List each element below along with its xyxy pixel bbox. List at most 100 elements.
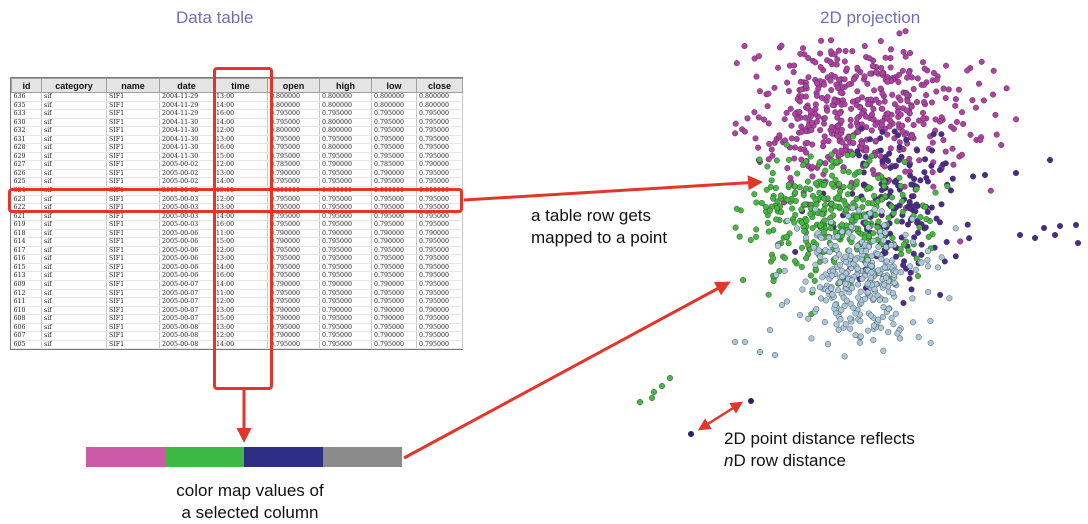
projection-point <box>789 205 796 212</box>
table-row[interactable]: 626 sif SIF1 2005-00-02 13:00 0.790000 0.79500… <box>11 169 463 179</box>
projection-point <box>839 228 846 235</box>
projection-point <box>879 196 886 203</box>
table-cell: 0.790000 <box>319 160 372 170</box>
projection-point <box>894 330 901 337</box>
table-row[interactable]: 629 sif SIF1 2004-11-30 15:00 0.795000 0.79500… <box>11 152 463 162</box>
table-row[interactable]: 608 sif SIF1 2005-00-07 15:00 0.790000 0.79500… <box>11 314 463 324</box>
projection-point <box>898 251 905 258</box>
projection-point <box>870 237 877 244</box>
projection-point <box>773 216 780 223</box>
table-cell: 630 <box>11 118 42 128</box>
projection-point <box>751 109 758 116</box>
table-cell: 0.795000 <box>267 177 320 187</box>
projection-point <box>836 76 843 83</box>
projection-point <box>867 70 874 77</box>
column-header-open[interactable]: open <box>267 78 320 93</box>
column-header-high[interactable]: high <box>319 78 372 93</box>
projection-point <box>930 69 937 76</box>
projection-point <box>798 86 805 93</box>
projection-point <box>930 131 937 138</box>
table-row[interactable]: 623 sif SIF1 2005-00-03 12:00 0.795000 0.79500… <box>11 195 463 205</box>
projection-point <box>967 131 974 138</box>
projection-point <box>910 121 917 128</box>
table-row[interactable]: 631 sif SIF1 2004-11-30 13:00 0.795000 0.79500… <box>11 135 463 145</box>
projection-point <box>821 120 828 127</box>
table-row[interactable]: 632 sif SIF1 2004-11-30 12:00 0.800000 0.80000… <box>11 126 463 136</box>
projection-point <box>807 210 814 217</box>
projection-point <box>742 339 749 346</box>
table-row[interactable]: 615 sif SIF1 2005-00-06 14:00 0.795000 0.79500… <box>11 263 463 273</box>
projection-point <box>817 284 824 291</box>
table-row[interactable]: 636 sif SIF1 2004-11-29 13:00 0.800000 0.80000… <box>11 92 463 102</box>
projection-point <box>852 332 859 339</box>
projection-point <box>891 101 898 108</box>
projection-point <box>753 73 760 80</box>
projection-point <box>942 148 949 155</box>
table-row[interactable]: 610 sif SIF1 2005-00-07 13:00 0.790000 0.79000… <box>11 306 463 316</box>
table-row[interactable]: 617 sif SIF1 2005-00-06 12:00 0.795000 0.79500… <box>11 246 463 256</box>
column-header-close[interactable]: close <box>416 78 463 93</box>
distance-line-1: 2D point distance reflects <box>724 429 915 448</box>
table-row[interactable]: 609 sif SIF1 2005-00-07 14:00 0.790000 0.79000… <box>11 280 463 290</box>
column-header-id[interactable]: id <box>11 78 42 93</box>
table-row[interactable]: 612 sif SIF1 2005-00-07 11:00 0.795000 0.79500… <box>11 289 463 299</box>
projection-point <box>895 132 902 139</box>
projection-point <box>792 258 799 265</box>
color-map-swatch <box>323 447 402 467</box>
projection-point <box>870 295 877 302</box>
table-row[interactable]: 621 sif SIF1 2005-00-03 14:00 0.795000 0.79500… <box>11 212 463 222</box>
projection-point <box>865 101 872 108</box>
table-row[interactable]: 635 sif SIF1 2004-11-29 14:00 0.800000 0.80000… <box>11 101 463 111</box>
projection-point <box>792 189 799 196</box>
projection-point <box>950 161 957 168</box>
projection-point <box>907 263 914 270</box>
projection-point <box>837 89 844 96</box>
projection-point <box>854 88 861 95</box>
table-cell: 0.795000 <box>371 254 417 264</box>
projection-point <box>874 250 881 257</box>
projection-point <box>958 151 965 158</box>
table-row[interactable]: 625 sif SIF1 2005-00-02 14:00 0.795000 0.79500… <box>11 177 463 187</box>
projection-point <box>792 211 799 218</box>
table-row[interactable]: 630 sif SIF1 2004-11-30 14:00 0.795000 0.80000… <box>11 118 463 128</box>
table-cell: SIF1 <box>106 246 160 256</box>
projection-point <box>819 94 826 101</box>
column-header-name[interactable]: name <box>106 78 160 93</box>
projection-point <box>793 135 800 142</box>
table-row[interactable]: 616 sif SIF1 2005-00-06 13:00 0.795000 0.79500… <box>11 254 463 264</box>
projection-point <box>842 280 849 287</box>
projection-point <box>924 257 931 264</box>
projection-point <box>849 98 856 105</box>
table-row[interactable]: 613 sif SIF1 2005-00-06 16:00 0.795000 0.79500… <box>11 271 463 282</box>
projection-point <box>849 284 856 291</box>
table-row[interactable]: 633 sif SIF1 2004-11-29 16:00 0.795000 0.79500… <box>11 109 463 119</box>
table-row[interactable]: 628 sif SIF1 2004-11-30 16:00 0.795000 0.80000… <box>11 143 463 153</box>
projection-point <box>755 53 762 60</box>
projection-point <box>904 116 911 123</box>
table-row[interactable]: 619 sif SIF1 2005-00-03 16:00 0.795000 0.79500… <box>11 220 463 230</box>
projection-point <box>741 128 748 135</box>
projection-point <box>1003 85 1010 92</box>
table-row[interactable]: 606 sif SIF1 2005-00-08 13:00 0.795000 0.79500… <box>11 323 463 333</box>
projection-point <box>881 264 888 271</box>
table-cell: 0.795000 <box>267 254 320 264</box>
column-header-category[interactable]: category <box>41 78 107 93</box>
table-cell: SIF1 <box>106 169 160 179</box>
table-row[interactable]: 627 sif SIF1 2005-00-02 12:00 0.785000 0.79000… <box>11 160 463 170</box>
distance-n: n <box>724 451 734 470</box>
column-header-date[interactable]: date <box>159 78 214 93</box>
projection-point <box>837 316 844 323</box>
table-row[interactable]: 618 sif SIF1 2005-00-06 11:00 0.790000 0.79000… <box>11 229 463 239</box>
table-row[interactable]: 605 sif SIF1 2005-00-08 14:00 0.795000 0.79500… <box>11 340 463 350</box>
projection-point <box>828 218 835 225</box>
table-row[interactable]: 611 sif SIF1 2005-00-07 12:00 0.795000 0.79500… <box>11 297 463 307</box>
projection-point <box>835 194 842 201</box>
table-cell: 15:00 <box>213 237 268 247</box>
projection-point <box>820 182 827 189</box>
table-cell: 11:00 <box>213 229 268 239</box>
table-cell: sif <box>41 195 107 205</box>
table-cell: 629 <box>11 152 42 162</box>
table-cell: 616 <box>11 254 42 264</box>
table-row[interactable]: 607 sif SIF1 2005-00-08 12:00 0.790000 0.79500… <box>11 331 463 341</box>
table-row[interactable]: 614 sif SIF1 2005-00-06 15:00 0.790000 0.79500… <box>11 237 463 247</box>
